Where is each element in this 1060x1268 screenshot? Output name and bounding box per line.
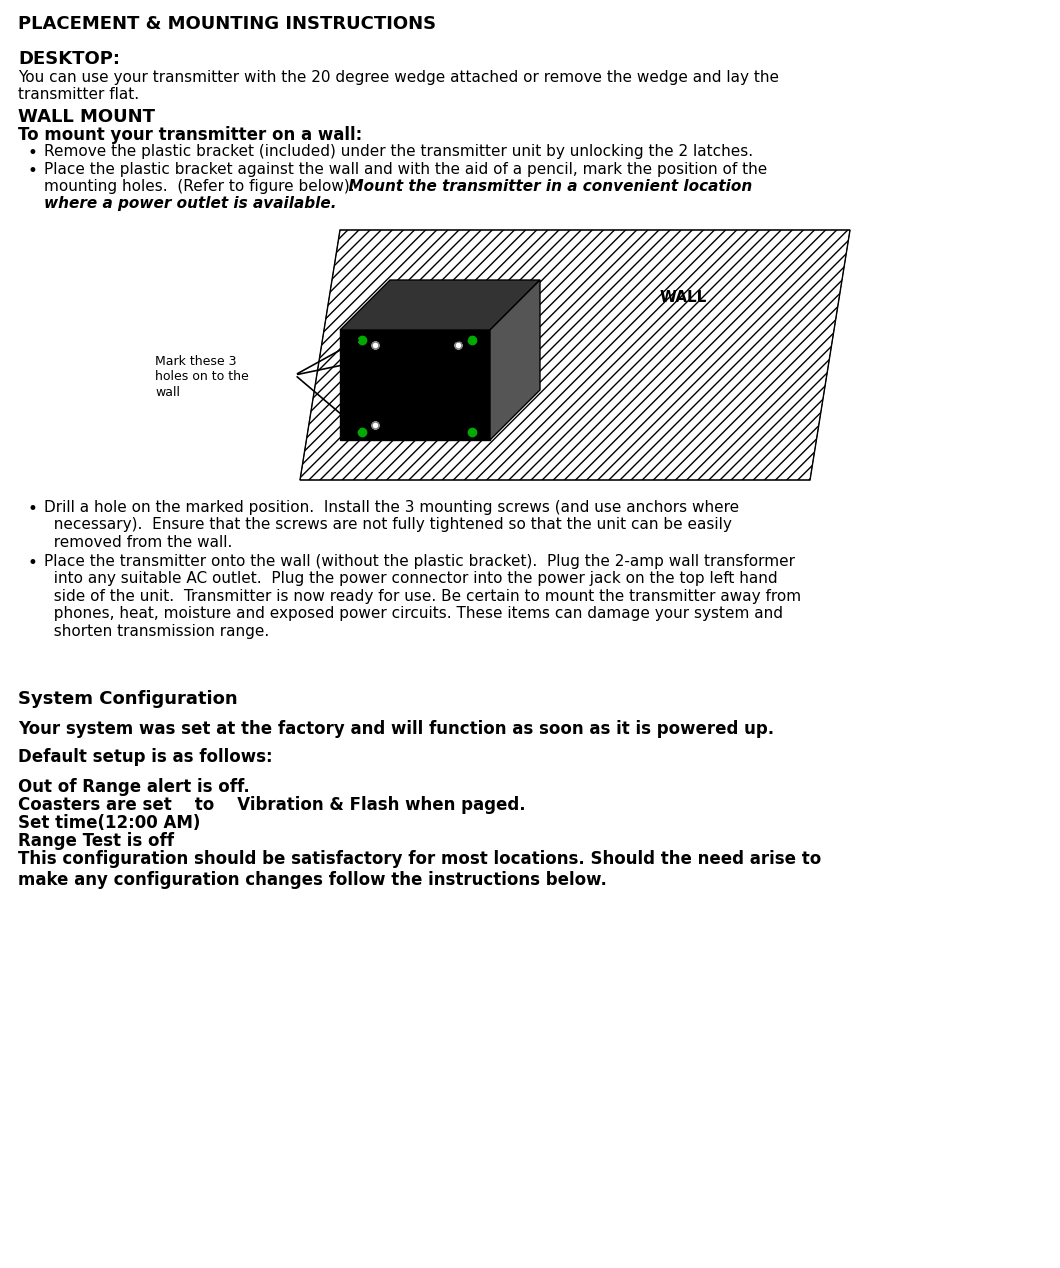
Text: Coasters are set    to    Vibration & Flash when paged.: Coasters are set to Vibration & Flash wh… <box>18 796 526 814</box>
Text: PLACEMENT & MOUNTING INSTRUCTIONS: PLACEMENT & MOUNTING INSTRUCTIONS <box>18 15 436 33</box>
Text: Place the transmitter onto the wall (without the plastic bracket).  Plug the 2-a: Place the transmitter onto the wall (wit… <box>45 554 801 639</box>
Text: Mount the transmitter in a convenient location: Mount the transmitter in a convenient lo… <box>45 179 753 194</box>
Text: wall: wall <box>155 385 180 399</box>
Text: Mark these 3: Mark these 3 <box>155 355 236 368</box>
Text: To mount your transmitter on a wall:: To mount your transmitter on a wall: <box>18 126 363 145</box>
Text: Range Test is off: Range Test is off <box>18 832 174 850</box>
Text: System Configuration: System Configuration <box>18 690 237 708</box>
Text: Remove the plastic bracket (included) under the transmitter unit by unlocking th: Remove the plastic bracket (included) un… <box>45 145 753 158</box>
Text: where a power outlet is available.: where a power outlet is available. <box>45 197 336 210</box>
Text: •: • <box>28 500 38 519</box>
Polygon shape <box>300 230 850 481</box>
Text: Your system was set at the factory and will function as soon as it is powered up: Your system was set at the factory and w… <box>18 720 774 738</box>
Text: •: • <box>28 554 38 572</box>
Text: Place the plastic bracket against the wall and with the aid of a pencil, mark th: Place the plastic bracket against the wa… <box>45 162 767 178</box>
Polygon shape <box>490 280 540 440</box>
Text: mounting holes.  (Refer to figure below).: mounting holes. (Refer to figure below). <box>45 179 369 194</box>
Text: DESKTOP:: DESKTOP: <box>18 49 120 68</box>
Polygon shape <box>340 330 490 440</box>
Text: WALL: WALL <box>660 290 707 306</box>
Text: Drill a hole on the marked position.  Install the 3 mounting screws (and use anc: Drill a hole on the marked position. Ins… <box>45 500 739 550</box>
Text: You can use your transmitter with the 20 degree wedge attached or remove the wed: You can use your transmitter with the 20… <box>18 70 779 103</box>
Text: •: • <box>28 145 38 162</box>
Text: Out of Range alert is off.: Out of Range alert is off. <box>18 779 250 796</box>
Text: holes on to the: holes on to the <box>155 370 249 383</box>
Text: Set time(12:00 AM): Set time(12:00 AM) <box>18 814 200 832</box>
Text: This configuration should be satisfactory for most locations. Should the need ar: This configuration should be satisfactor… <box>18 850 822 889</box>
Text: •: • <box>28 162 38 180</box>
Polygon shape <box>340 280 540 330</box>
Text: Default setup is as follows:: Default setup is as follows: <box>18 748 272 766</box>
Text: WALL MOUNT: WALL MOUNT <box>18 108 155 126</box>
